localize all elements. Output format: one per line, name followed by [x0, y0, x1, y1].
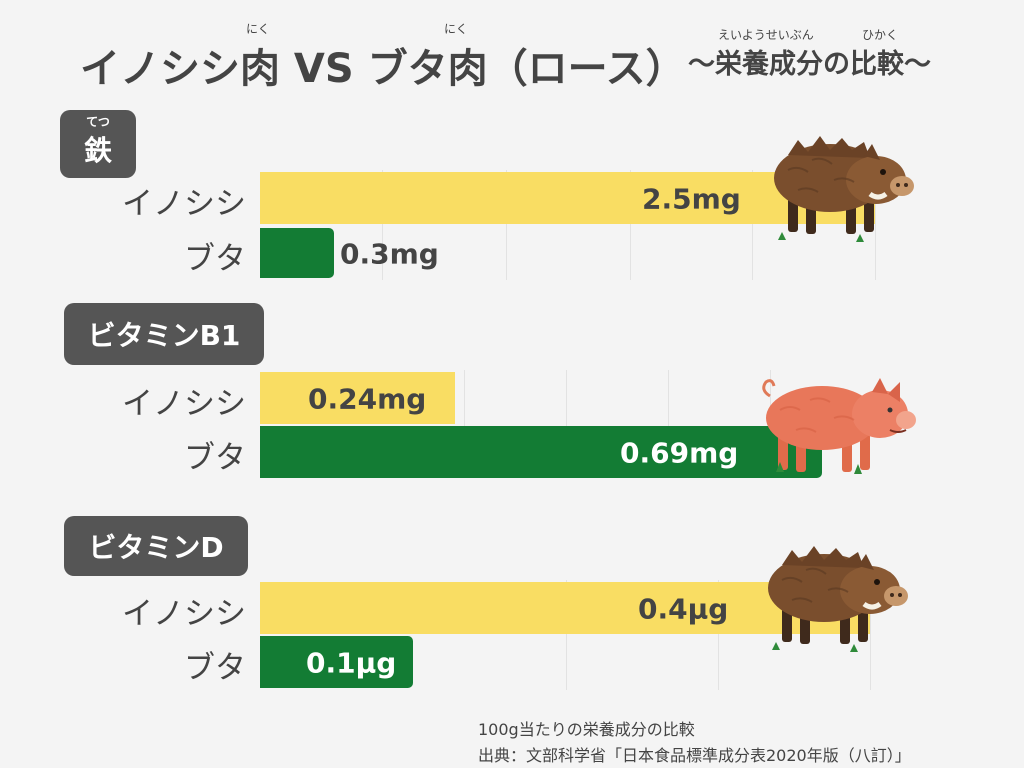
gridline	[752, 170, 753, 280]
gridline	[506, 170, 507, 280]
footer-note: 100g当たりの栄養成分の比較	[478, 720, 695, 739]
boar-icon	[768, 120, 918, 254]
nutrient-label-ruby: てつ	[86, 115, 110, 129]
row-label: ブタ	[184, 650, 246, 686]
row-label: ブタ	[184, 440, 246, 476]
gridline	[668, 370, 669, 478]
title-ruby-eiyouseibun: えいようせいぶん	[718, 28, 814, 42]
bar-buta	[260, 228, 334, 278]
nutrient-label: 鉄てつ	[60, 110, 136, 178]
bar-inoshishi	[260, 372, 455, 424]
chart-title: イノシシ肉 VS ブタ肉（ロース）	[80, 46, 686, 92]
title-ruby-hikaku: ひかく	[862, 28, 899, 42]
title-ruby-niku-1: にく	[246, 22, 270, 36]
row-label: ブタ	[184, 241, 246, 277]
gridline	[875, 170, 876, 280]
nutrient-label: ビタミンD	[64, 516, 248, 576]
boar-icon	[762, 530, 912, 664]
bar-buta	[260, 426, 822, 478]
bar-buta	[260, 636, 413, 688]
row-label: イノシシ	[122, 596, 246, 632]
gridline	[566, 370, 567, 478]
title-ruby-niku-2: にく	[444, 22, 468, 36]
row-label: イノシシ	[122, 386, 246, 422]
nutrient-label: ビタミンB1	[64, 303, 264, 365]
gridline	[630, 170, 631, 280]
pig-icon	[756, 370, 926, 484]
value-label: 0.4µg	[638, 592, 729, 626]
gridline	[718, 580, 719, 690]
gridline	[566, 580, 567, 690]
gridline	[870, 580, 871, 690]
value-label: 0.1µg	[306, 646, 397, 680]
value-label: 0.24mg	[308, 382, 427, 416]
row-label: イノシシ	[122, 186, 246, 222]
gridline	[382, 170, 383, 280]
value-label: 0.69mg	[620, 436, 739, 470]
chart-subtitle: 〜栄養成分の比較〜	[688, 49, 931, 80]
value-label: 2.5mg	[642, 182, 741, 216]
value-label: 0.3mg	[340, 237, 439, 271]
bar-inoshishi	[260, 172, 875, 224]
gridline	[464, 370, 465, 478]
footer-source: 出典：文部科学省「日本食品標準成分表2020年版（八訂）」	[478, 746, 911, 765]
